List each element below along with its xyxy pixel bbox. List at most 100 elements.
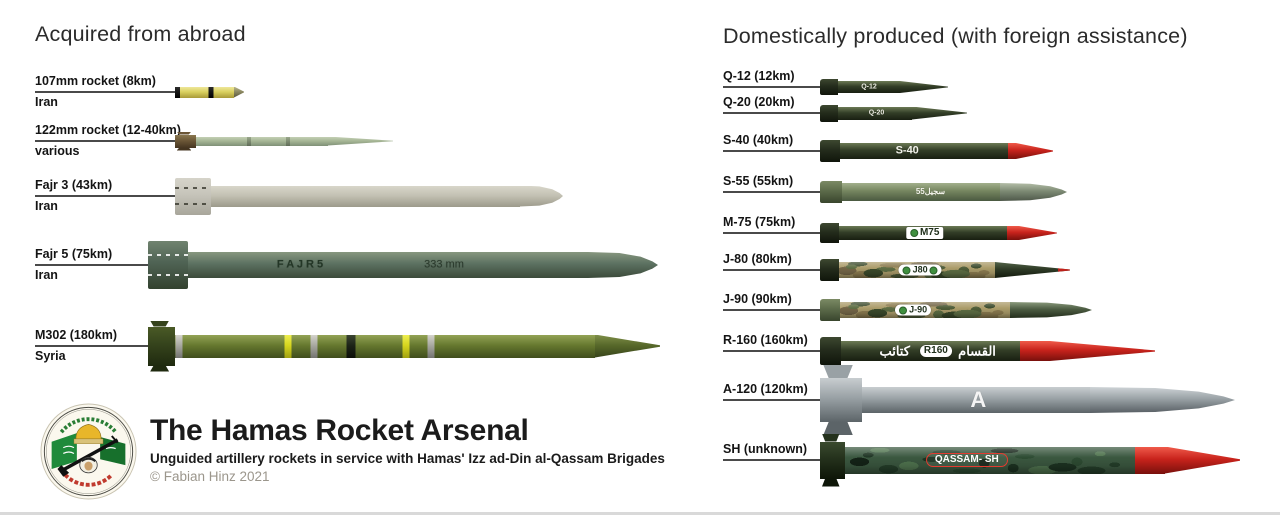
rocket-cone bbox=[900, 81, 948, 93]
rocket-name-label: M-75 (75km) bbox=[723, 215, 796, 230]
rocket-cone bbox=[912, 106, 967, 120]
rocket-body: F A J R 5 333 mm bbox=[188, 252, 588, 278]
rocket-sleeve bbox=[148, 241, 188, 289]
qassam-brigades-emblem bbox=[40, 403, 137, 500]
rocket-tail bbox=[820, 337, 841, 365]
rocket-cone bbox=[1010, 302, 1092, 318]
rocket-graphic-sh: QASSAM- SH bbox=[820, 433, 1240, 487]
rocket-body: M75 bbox=[839, 226, 1007, 240]
rocket-cone bbox=[1016, 143, 1053, 159]
tail-fin bbox=[150, 320, 170, 327]
bottom-edge-bar bbox=[0, 512, 1280, 515]
rocket-body: J-90 bbox=[840, 302, 1010, 318]
rocket-seg bbox=[1020, 341, 1050, 361]
rocket-finseg bbox=[820, 433, 845, 487]
rocket-cone bbox=[995, 262, 1070, 278]
rocket-origin-label: Iran bbox=[35, 95, 58, 109]
rocket-name-label: 122mm rocket (12-40km) bbox=[35, 123, 181, 138]
arabic-calligraphy-top bbox=[59, 417, 118, 434]
label-rule bbox=[723, 112, 820, 114]
rocket-name-label: R-160 (160km) bbox=[723, 333, 808, 348]
rocket-graphic-122mm bbox=[175, 131, 393, 151]
rocket-name-label: J-90 (90km) bbox=[723, 292, 792, 307]
label-rule bbox=[723, 269, 820, 271]
rocket-marking: 55سجيل bbox=[915, 187, 946, 196]
rocket-origin-label: Iran bbox=[35, 268, 58, 282]
rocket-cone bbox=[595, 334, 660, 358]
rocket-graphic-fajr5: F A J R 5 333 mm bbox=[148, 241, 658, 289]
label-rule bbox=[723, 150, 820, 152]
rocket-tail bbox=[820, 223, 839, 243]
label-rule bbox=[723, 309, 820, 311]
rocket-seg bbox=[1135, 446, 1165, 474]
rocket-graphic-j90: J-90 bbox=[820, 299, 1092, 321]
rocket-name-label: 107mm rocket (8km) bbox=[35, 74, 156, 89]
rocket-name-label: Fajr 3 (43km) bbox=[35, 178, 113, 193]
rocket-graphic-j80: J80 bbox=[820, 259, 1070, 281]
rocket-finseg bbox=[148, 320, 175, 372]
rocket-marking: QASSAM- SH bbox=[925, 453, 1008, 467]
rocket-cone bbox=[1050, 341, 1155, 361]
rocket-name-label: Q-20 (20km) bbox=[723, 95, 795, 110]
rocket-body bbox=[211, 185, 520, 207]
tail-fin bbox=[150, 365, 170, 372]
rocket-body: S-40 bbox=[840, 143, 1008, 159]
rocket-marking: 333 mm bbox=[424, 258, 464, 271]
rocket-marking: Q-20 bbox=[868, 109, 885, 117]
rocket-sleeve bbox=[175, 177, 211, 215]
rocket-graphic-s55: 55سجيل bbox=[820, 181, 1067, 203]
tail-fin bbox=[823, 422, 853, 435]
rocket-tail bbox=[820, 140, 840, 162]
rocket-name-label: Fajr 5 (75km) bbox=[35, 247, 113, 262]
rocket-marking: S-40 bbox=[895, 144, 919, 157]
rocket-tail bbox=[820, 299, 840, 321]
tail-fin bbox=[176, 147, 192, 151]
rocket-seg bbox=[175, 86, 180, 98]
rocket-graphic-fajr3 bbox=[175, 177, 563, 215]
label-rule bbox=[35, 91, 175, 93]
rocket-body: 55سجيل bbox=[842, 183, 1000, 201]
rocket-name-label: S-55 (55km) bbox=[723, 174, 794, 189]
rocket-graphic-q12: Q-12 bbox=[820, 79, 948, 95]
tail-fin bbox=[823, 365, 853, 378]
label-rule bbox=[723, 399, 820, 401]
body-band bbox=[208, 86, 214, 98]
label-rule bbox=[35, 345, 148, 347]
right-panel-header: Domestically produced (with foreign assi… bbox=[723, 24, 1188, 48]
rocket-graphic-m75: M75 bbox=[820, 223, 1057, 243]
rocket-marking: A bbox=[970, 387, 987, 412]
rocket-marking: J80 bbox=[898, 264, 942, 276]
infographic-title: The Hamas Rocket Arsenal bbox=[150, 414, 529, 447]
rocket-body bbox=[196, 136, 328, 146]
rocket-body: Q-20 bbox=[838, 106, 912, 120]
label-rule bbox=[723, 459, 820, 461]
tail-fin bbox=[176, 131, 192, 135]
rocket-marking: القسام bbox=[958, 343, 996, 359]
rocket-marking: J-90 bbox=[895, 304, 932, 316]
rocket-tail bbox=[820, 79, 838, 95]
rocket-graphic-s40: S-40 bbox=[820, 140, 1053, 162]
rocket-graphic-a120: A bbox=[820, 365, 1235, 435]
rocket-body bbox=[175, 334, 595, 358]
label-rule bbox=[723, 86, 820, 88]
rocket-name-label: A-120 (120km) bbox=[723, 382, 808, 397]
body-band bbox=[286, 136, 291, 146]
body-band bbox=[402, 334, 410, 358]
label-rule bbox=[723, 191, 820, 193]
label-rule bbox=[35, 264, 148, 266]
body-band bbox=[346, 334, 356, 358]
rocket-body: QASSAM- SH bbox=[845, 446, 1135, 474]
rocket-cone bbox=[1090, 387, 1235, 413]
rocket-graphic-m302 bbox=[148, 320, 660, 372]
rocket-cone bbox=[328, 136, 393, 146]
rocket-marking: Q-12 bbox=[861, 83, 877, 91]
rocket-cone bbox=[234, 86, 244, 98]
rocket-marking: M75 bbox=[905, 227, 944, 239]
label-rule bbox=[35, 140, 175, 142]
infographic-subtitle: Unguided artillery rockets in service wi… bbox=[150, 451, 665, 466]
rocket-seg bbox=[1008, 143, 1016, 159]
rocket-origin-label: Syria bbox=[35, 349, 66, 363]
rocket-name-label: M302 (180km) bbox=[35, 328, 117, 343]
rocket-body: كتائب R160 القسام bbox=[841, 341, 1020, 361]
